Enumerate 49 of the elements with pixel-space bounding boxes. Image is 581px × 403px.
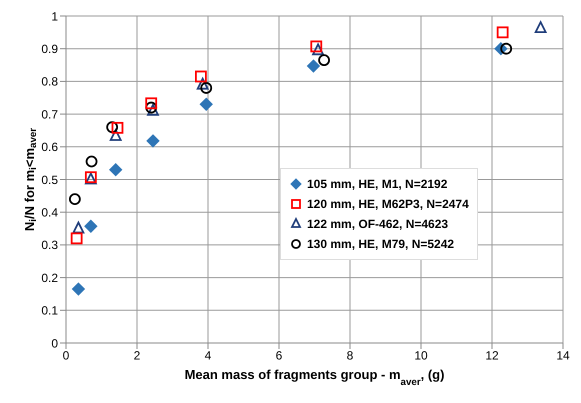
point <box>145 102 158 114</box>
x-tick-label: 8 <box>346 348 354 363</box>
y-tick-label: 0.6 <box>41 140 58 154</box>
y-tick-label: 0.1 <box>41 304 58 318</box>
point <box>312 43 324 56</box>
x-tick-label: 10 <box>414 348 428 363</box>
y-tick-label: 0.4 <box>41 205 58 220</box>
x-tick-label: 2 <box>134 348 141 363</box>
point <box>109 163 122 176</box>
point <box>112 122 124 134</box>
point <box>147 104 159 116</box>
x-axis-title: Mean mass of fragments group - m$_{aver}$, (g) <box>184 367 444 388</box>
x-tick-label: 14 <box>556 348 570 363</box>
y-tick-label: 1 <box>51 9 58 24</box>
legend-label: 105 mm, HE, M1, N=2192 <box>307 177 448 191</box>
point <box>318 54 330 66</box>
y-tick-label: 0.3 <box>41 238 58 252</box>
point <box>306 60 320 73</box>
point <box>72 222 84 234</box>
x-tick-label: 4 <box>204 348 212 363</box>
x-tick-label: 0 <box>62 348 70 363</box>
point <box>196 78 209 90</box>
point <box>496 26 509 38</box>
point <box>72 282 85 296</box>
point <box>86 156 98 168</box>
point <box>106 121 118 134</box>
point <box>534 21 547 33</box>
point <box>200 98 213 111</box>
legend-label: 120 mm, HE, M62P3, N=2474 <box>307 197 469 211</box>
legend-label: 122 mm, OF-462, N=4623 <box>307 217 448 231</box>
x-tick-label: 12 <box>485 348 499 363</box>
point <box>500 42 512 55</box>
y-tick-label: 0.8 <box>41 74 58 89</box>
x-tick-label: 6 <box>276 348 283 363</box>
point <box>310 40 322 52</box>
y-tick-label: 0.5 <box>41 172 58 187</box>
point <box>146 134 160 148</box>
point <box>110 129 122 141</box>
legend-label: 130 mm, HE, M79, N=5242 <box>307 237 454 251</box>
y-tick-label: 0 <box>51 336 58 350</box>
point <box>145 97 158 110</box>
point <box>84 220 98 233</box>
y-tick-label: 0.7 <box>41 107 58 122</box>
point <box>195 70 207 82</box>
point <box>200 82 212 94</box>
y-tick-label: 0.9 <box>41 42 58 56</box>
point <box>68 193 81 206</box>
y-tick-label: 0.2 <box>41 270 58 285</box>
point <box>70 232 83 244</box>
